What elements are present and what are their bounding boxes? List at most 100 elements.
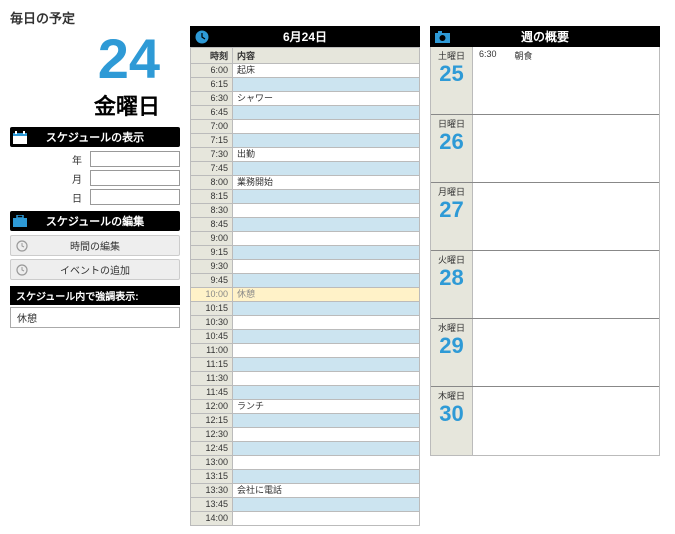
table-row[interactable]: 13:30会社に電話 [191, 484, 420, 498]
time-cell: 13:30 [191, 484, 233, 498]
week-day-row[interactable]: 日曜日26 [431, 115, 659, 183]
year-input[interactable] [90, 151, 180, 167]
time-cell: 11:30 [191, 372, 233, 386]
day-label: 日 [52, 190, 82, 205]
time-cell: 8:15 [191, 190, 233, 204]
week-day-events [473, 319, 659, 386]
table-row[interactable]: 10:30 [191, 316, 420, 330]
table-row[interactable]: 7:15 [191, 134, 420, 148]
table-row[interactable]: 12:15 [191, 414, 420, 428]
section-view-title: スケジュールの表示 [46, 129, 144, 145]
content-cell [233, 442, 420, 456]
content-cell [233, 372, 420, 386]
week-day-row[interactable]: 月曜日27 [431, 183, 659, 251]
table-row[interactable]: 6:45 [191, 106, 420, 120]
time-cell: 9:15 [191, 246, 233, 260]
highlight-value[interactable]: 休憩 [10, 307, 180, 328]
week-overview-panel: 週の概要 土曜日256:30朝食日曜日26月曜日27火曜日28水曜日29木曜日3… [430, 26, 660, 526]
week-day-header: 火曜日28 [431, 251, 473, 318]
week-day-row[interactable]: 火曜日28 [431, 251, 659, 319]
month-input[interactable] [90, 170, 180, 186]
table-row[interactable]: 8:45 [191, 218, 420, 232]
content-cell [233, 190, 420, 204]
content-cell [233, 134, 420, 148]
time-cell: 6:45 [191, 106, 233, 120]
content-cell [233, 218, 420, 232]
table-row[interactable]: 7:00 [191, 120, 420, 134]
content-cell [233, 456, 420, 470]
col-content: 内容 [233, 48, 420, 64]
table-row[interactable]: 12:45 [191, 442, 420, 456]
content-cell: ランチ [233, 400, 420, 414]
week-day-events [473, 251, 659, 318]
table-row[interactable]: 13:15 [191, 470, 420, 484]
table-row[interactable]: 7:30出勤 [191, 148, 420, 162]
content-cell [233, 498, 420, 512]
time-cell: 6:30 [191, 92, 233, 106]
time-cell: 6:00 [191, 64, 233, 78]
week-day-events: 6:30朝食 [473, 47, 659, 114]
table-row[interactable]: 13:45 [191, 498, 420, 512]
content-cell [233, 232, 420, 246]
day-input[interactable] [90, 189, 180, 205]
table-row[interactable]: 7:45 [191, 162, 420, 176]
content-cell [233, 120, 420, 134]
current-date-block: 24 金曜日 [10, 31, 180, 121]
week-day-header: 月曜日27 [431, 183, 473, 250]
schedule-table: 時刻 内容 6:00起床6:156:30シャワー6:457:007:157:30… [190, 47, 420, 526]
col-time: 時刻 [191, 48, 233, 64]
week-day-row[interactable]: 水曜日29 [431, 319, 659, 387]
time-cell: 13:45 [191, 498, 233, 512]
table-row[interactable]: 11:15 [191, 358, 420, 372]
time-cell: 8:45 [191, 218, 233, 232]
table-row[interactable]: 10:45 [191, 330, 420, 344]
table-row[interactable]: 14:00 [191, 512, 420, 526]
table-row[interactable]: 6:15 [191, 78, 420, 92]
table-row[interactable]: 13:00 [191, 456, 420, 470]
table-row[interactable]: 8:15 [191, 190, 420, 204]
week-day-row[interactable]: 土曜日256:30朝食 [431, 47, 659, 115]
content-cell [233, 414, 420, 428]
content-cell [233, 470, 420, 484]
time-cell: 10:00 [191, 288, 233, 302]
table-row[interactable]: 9:00 [191, 232, 420, 246]
edit-time-button[interactable]: 時間の編集 [10, 235, 180, 256]
content-cell [233, 274, 420, 288]
table-row[interactable]: 8:00業務開始 [191, 176, 420, 190]
time-cell: 13:00 [191, 456, 233, 470]
clock-small-icon [15, 239, 29, 253]
table-row[interactable]: 6:30シャワー [191, 92, 420, 106]
week-panel-header: 週の概要 [430, 26, 660, 47]
time-cell: 11:15 [191, 358, 233, 372]
table-row[interactable]: 12:30 [191, 428, 420, 442]
left-panel: 毎日の予定 24 金曜日 スケジュールの表示 年 月 日 スケジュー [10, 8, 180, 526]
week-day-header: 水曜日29 [431, 319, 473, 386]
clock-small-icon [15, 263, 29, 277]
content-cell [233, 162, 420, 176]
content-cell [233, 344, 420, 358]
table-row[interactable]: 11:30 [191, 372, 420, 386]
table-row[interactable]: 10:00休憩 [191, 288, 420, 302]
week-day-row[interactable]: 木曜日30 [431, 387, 659, 455]
table-row[interactable]: 8:30 [191, 204, 420, 218]
table-row[interactable]: 12:00ランチ [191, 400, 420, 414]
table-row[interactable]: 10:15 [191, 302, 420, 316]
table-row[interactable]: 11:45 [191, 386, 420, 400]
time-cell: 11:00 [191, 344, 233, 358]
time-cell: 10:45 [191, 330, 233, 344]
table-row[interactable]: 9:30 [191, 260, 420, 274]
camera-icon [434, 29, 450, 45]
time-cell: 12:30 [191, 428, 233, 442]
time-cell: 8:00 [191, 176, 233, 190]
table-row[interactable]: 9:45 [191, 274, 420, 288]
day-panel-title: 6月24日 [283, 28, 327, 45]
add-event-button[interactable]: イベントの追加 [10, 259, 180, 280]
briefcase-icon [12, 214, 28, 228]
week-day-number: 26 [435, 130, 468, 154]
highlight-header: スケジュール内で強調表示: [10, 286, 180, 305]
table-row[interactable]: 6:00起床 [191, 64, 420, 78]
table-row[interactable]: 9:15 [191, 246, 420, 260]
table-row[interactable]: 11:00 [191, 344, 420, 358]
content-cell [233, 330, 420, 344]
year-label: 年 [52, 152, 82, 167]
